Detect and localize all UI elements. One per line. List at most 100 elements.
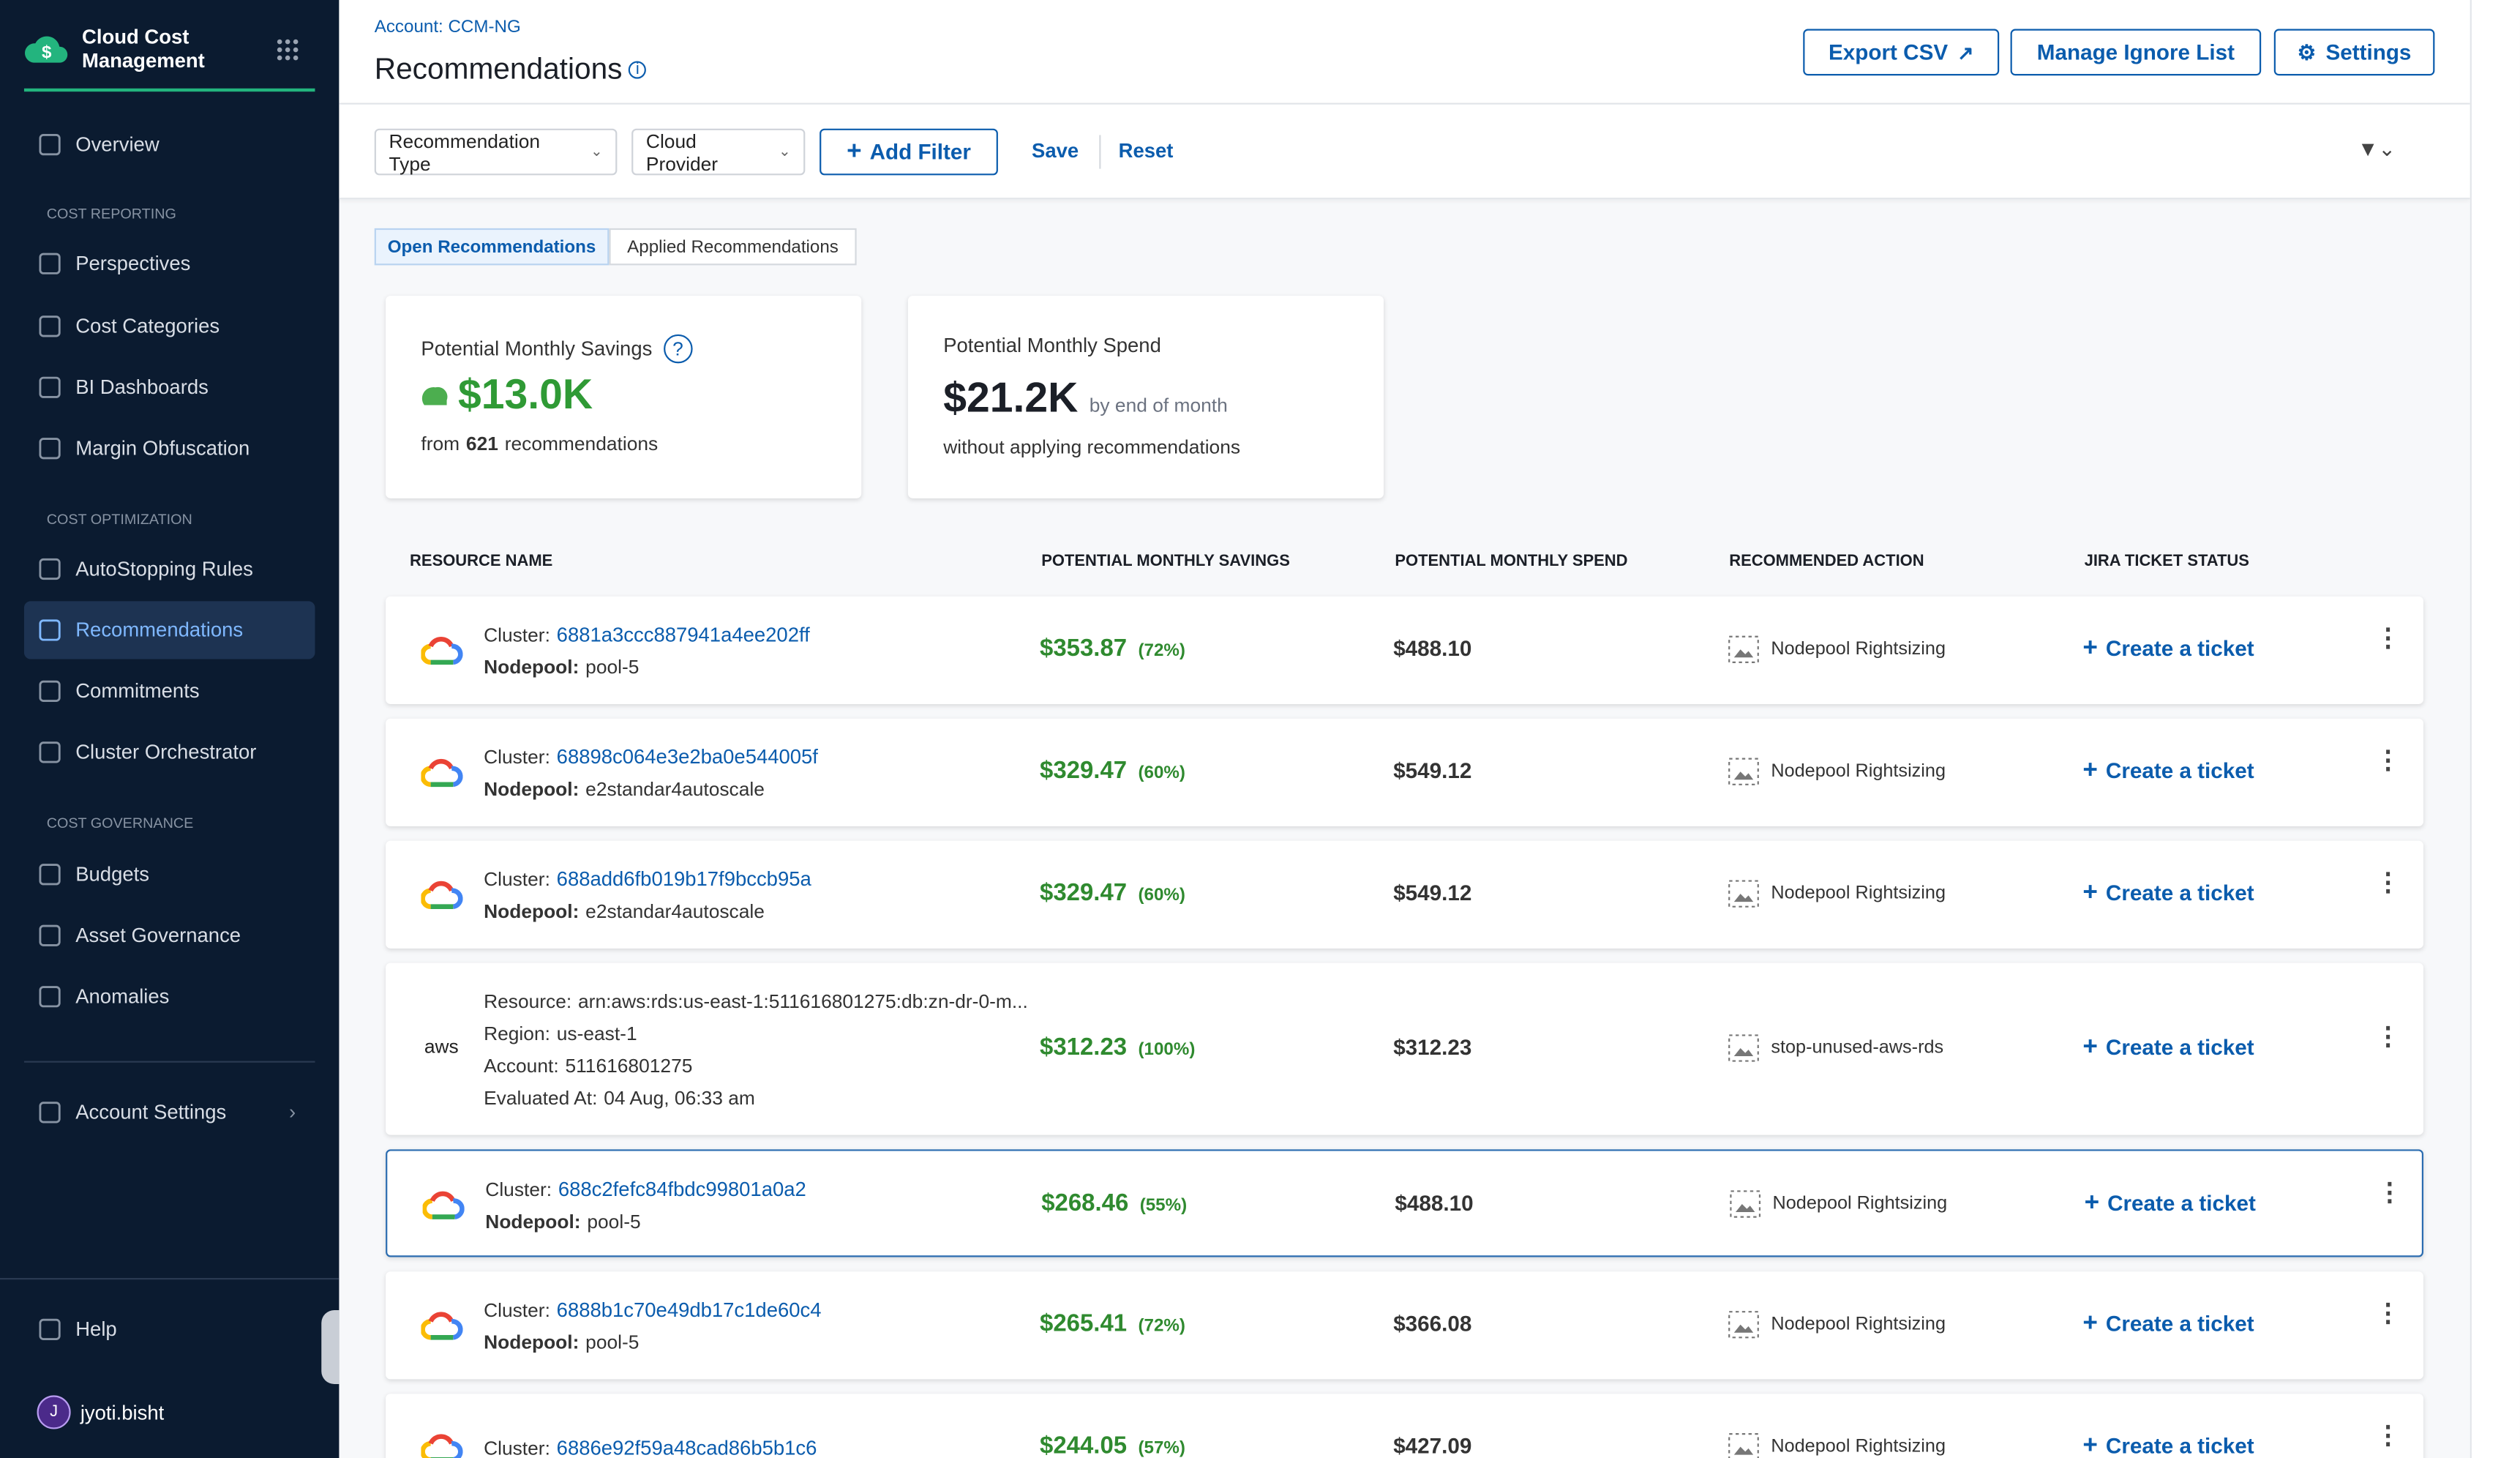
detail-label: Cluster: [484, 745, 550, 768]
detail-value[interactable]: 6886e92f59a48cad86b5b1c6 [557, 1436, 817, 1458]
account[interactable]: Account: CCM-NG [375, 18, 521, 37]
tab[interactable]: Applied Recommendations [609, 228, 856, 266]
external-icon: ↗ [1957, 41, 1973, 64]
create-ticket[interactable]: +Create a ticket [2082, 1033, 2254, 1062]
action: stop-unused-aws-rds [1728, 1033, 1943, 1062]
ticket-text: Create a ticket [2106, 1312, 2254, 1336]
nav-item[interactable]: AutoStopping Rules [24, 540, 315, 598]
recommendation-row[interactable]: Cluster:688c2fefc84fbdc99801a0a2Nodepool… [386, 1149, 2423, 1257]
button-label: Settings [2325, 40, 2411, 64]
filter-icon[interactable]: ▼⌄ [2358, 137, 2396, 162]
nav-item[interactable]: Recommendations [24, 601, 315, 659]
gcp-icon [421, 878, 462, 911]
ticket-text: Create a ticket [2106, 759, 2254, 783]
title-text: Recommendations [375, 51, 623, 86]
ticket-text: Create a ticket [2106, 1434, 2254, 1458]
icon [37, 251, 63, 277]
detail-line: Resource:arn:aws:rds:us-east-1:511616801… [484, 984, 1028, 1017]
apps-icon[interactable] [277, 39, 299, 61]
detail-label: Nodepool: [484, 777, 579, 800]
provider-label: aws [424, 1034, 459, 1057]
nav-item[interactable]: Anomalies [24, 968, 315, 1025]
user[interactable]: Jjyoti.bisht [37, 1395, 165, 1429]
create-ticket[interactable]: +Create a ticket [2082, 634, 2254, 663]
card-subtext: without applying recommendations [943, 435, 1240, 458]
provider-icon [421, 756, 462, 796]
provider-icon [421, 634, 462, 674]
recommendation-row[interactable]: Cluster: 68898c064e3e2ba0e544005f Nodepool… [386, 719, 2423, 826]
create-ticket[interactable]: +Create a ticket [2085, 1189, 2256, 1218]
recommendation-row[interactable]: aws Resource:arn:aws:rds:us-east-1:511616… [386, 963, 2423, 1135]
row-menu[interactable]: ⋮ [2377, 1189, 2402, 1198]
savings: $329.47(60%) [1040, 756, 1185, 783]
nav-item[interactable]: Cluster Orchestrator [24, 723, 315, 781]
avatar: J [37, 1395, 71, 1429]
detail-value[interactable]: 688c2fefc84fbdc99801a0a2 [558, 1178, 806, 1200]
action: Nodepool Rightsizing [1728, 634, 1946, 663]
savings: $268.46(55%) [1041, 1189, 1187, 1216]
action-icon [1728, 1432, 1760, 1458]
spend: $488.10 [1393, 636, 1471, 660]
recommendation-row[interactable]: Cluster:688add6fb019b17f9bccb95aNodepool… [386, 841, 2423, 949]
filter-dropdown[interactable]: Cloud Provider⌄ [631, 129, 805, 176]
save-link[interactable]: Save [1032, 140, 1079, 162]
create-ticket[interactable]: +Create a ticket [2082, 1432, 2254, 1458]
resource-details: Cluster:6888b1c70e49db17c1de60c4Nodepool… [484, 1293, 821, 1358]
help[interactable]: Help [37, 1317, 117, 1342]
ticket-text: Create a ticket [2107, 1191, 2256, 1215]
detail-line: Nodepool:pool-5 [485, 1205, 806, 1237]
create-ticket[interactable]: +Create a ticket [2082, 1309, 2254, 1339]
row-menu[interactable]: ⋮ [2375, 634, 2401, 643]
create-ticket[interactable]: +Create a ticket [2082, 756, 2254, 785]
savings-amount: $265.41 [1040, 1309, 1127, 1336]
collapse-handle[interactable] [321, 1310, 339, 1384]
detail-line: Cluster: 6881a3ccc887941a4ee202ff [484, 618, 810, 650]
add-filter-button[interactable]: +Add Filter [820, 129, 998, 176]
nav-item[interactable]: Budgets [24, 845, 315, 903]
action: Nodepool Rightsizing [1728, 756, 1946, 785]
header-button[interactable]: Manage Ignore List [2011, 29, 2262, 76]
detail-label: Cluster: [484, 1298, 550, 1321]
header-button[interactable]: ⚙ Settings [2274, 29, 2435, 76]
icon [37, 313, 63, 339]
action: Nodepool Rightsizing [1728, 878, 1946, 908]
create-ticket[interactable]: +Create a ticket [2082, 878, 2254, 908]
nav-item[interactable]: Overview [24, 116, 315, 173]
icon [37, 435, 63, 461]
nav-item[interactable]: Account Settings› [24, 1083, 315, 1141]
reset-link[interactable]: Reset [1119, 140, 1174, 162]
nav-item[interactable]: Margin Obfuscation [24, 419, 315, 477]
row-menu[interactable]: ⋮ [2375, 878, 2401, 888]
divider [24, 1061, 315, 1063]
nav-item[interactable]: BI Dashboards [24, 359, 315, 416]
detail-value[interactable]: 6881a3ccc887941a4ee202ff [557, 623, 810, 646]
nav-item[interactable]: Perspectives [24, 235, 315, 293]
detail-label: Cluster: [484, 623, 550, 646]
nav-item[interactable]: Cost Categories [24, 297, 315, 355]
detail-value[interactable]: 68898c064e3e2ba0e544005f [557, 745, 818, 768]
recommendation-row[interactable]: Cluster:6888b1c70e49db17c1de60c4Nodepool… [386, 1271, 2423, 1379]
savings-percent: (57%) [1138, 1438, 1185, 1457]
savings-amount: $312.23 [1040, 1033, 1127, 1060]
detail-value[interactable]: 688add6fb019b17f9bccb95a [557, 867, 811, 890]
row-menu[interactable]: ⋮ [2375, 1432, 2401, 1441]
row-menu[interactable]: ⋮ [2375, 756, 2401, 766]
detail-label: Region: [484, 1022, 550, 1044]
nav-item[interactable]: Commitments [24, 662, 315, 720]
gear-icon: ⚙ [2298, 40, 2317, 65]
detail-value[interactable]: 6888b1c70e49db17c1de60c4 [557, 1298, 822, 1321]
recommendation-row[interactable]: Cluster:6886e92f59a48cad86b5b1c6$244.05(… [386, 1394, 2423, 1458]
spend: $427.09 [1393, 1433, 1471, 1457]
nav-item[interactable]: Asset Governance [24, 907, 315, 965]
detail-line: Account:511616801275 [484, 1049, 1028, 1081]
savings: $244.05(57%) [1040, 1432, 1185, 1458]
nav-label: Cost Categories [75, 315, 220, 337]
header-button[interactable]: Export CSV↗ [1803, 29, 1999, 76]
row-menu[interactable]: ⋮ [2375, 1309, 2401, 1319]
nav-section: COST REPORTING [47, 206, 176, 222]
filter-dropdown[interactable]: Recommendation Type⌄ [375, 129, 618, 176]
row-menu[interactable]: ⋮ [2375, 1033, 2401, 1042]
spend: $488.10 [1395, 1190, 1473, 1214]
recommendation-row[interactable]: Cluster: 6881a3ccc887941a4ee202ff Nodepool… [386, 597, 2423, 704]
tab[interactable]: Open Recommendations [375, 228, 610, 266]
